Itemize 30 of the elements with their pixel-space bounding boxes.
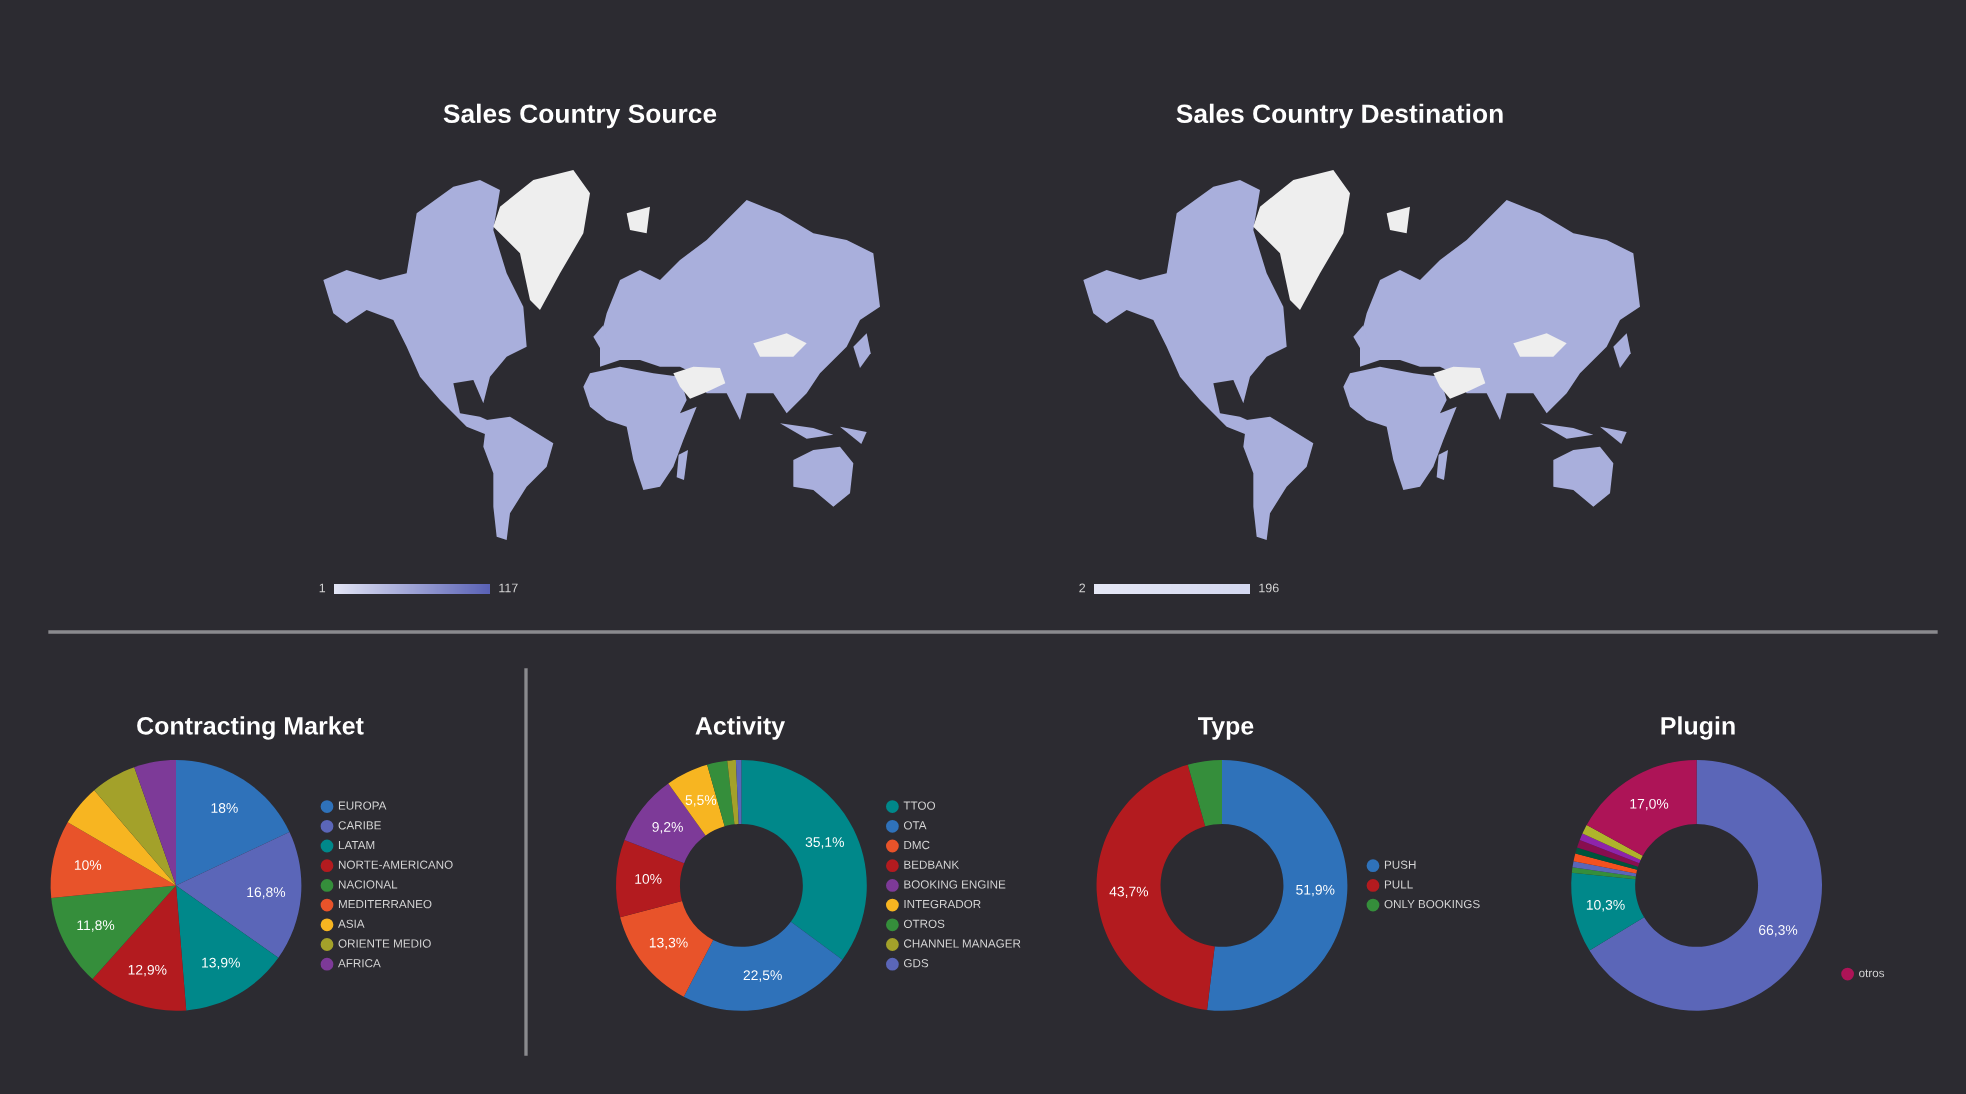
donut-slice (1096, 764, 1215, 1010)
donut-slice (1586, 760, 1697, 856)
donut-slice (1187, 760, 1222, 827)
donut-slice (1571, 872, 1645, 951)
donut-slice (1572, 861, 1637, 877)
donut-slice (727, 760, 739, 825)
chart-title: Contracting Market (137, 716, 364, 740)
donut-slice (1577, 839, 1640, 867)
pie-slice (134, 760, 176, 886)
donut-slice (1571, 867, 1636, 880)
pie-slice (50, 822, 176, 898)
donut-slice (735, 760, 742, 825)
donut-slice (1207, 760, 1348, 1011)
donut-slice (616, 839, 685, 918)
donut-slice (741, 760, 867, 960)
donut-slice (1575, 847, 1639, 870)
donut-slice (1573, 853, 1638, 874)
chart-title: Type (1198, 717, 1254, 740)
pie-slice (51, 885, 176, 979)
pie-slice (176, 760, 290, 886)
text: Sales Country Destination (1176, 103, 1503, 129)
text: Sales Country Source (443, 103, 717, 129)
donut-slice (1589, 760, 1822, 1011)
donut-slice (620, 901, 714, 997)
pie-slice (67, 790, 176, 886)
chart-title: Plugin (1661, 716, 1735, 740)
chart-title: Activity (695, 716, 786, 740)
donut-slice (1582, 824, 1643, 860)
donut-slice (1579, 833, 1641, 864)
pie-slice (176, 832, 302, 958)
